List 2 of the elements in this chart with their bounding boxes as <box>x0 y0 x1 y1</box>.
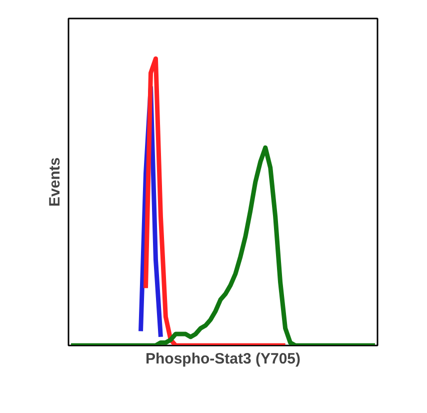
x-axis-title: Phospho-Stat3 (Y705) <box>145 350 301 368</box>
y-axis-title: Events <box>46 157 64 207</box>
